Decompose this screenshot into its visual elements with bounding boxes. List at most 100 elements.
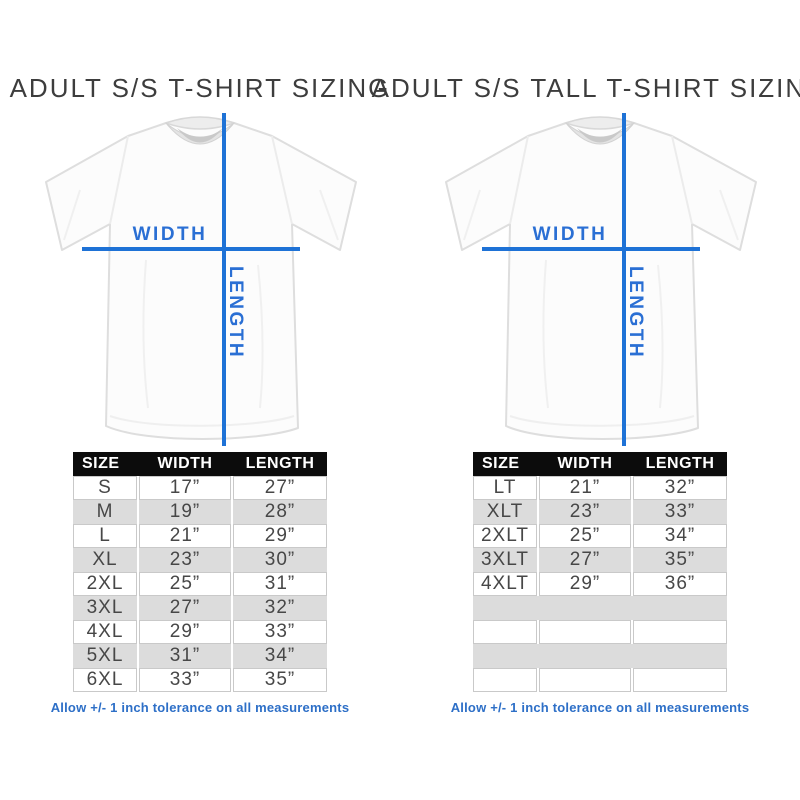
table-cell <box>473 619 537 644</box>
table-cell: 27” <box>539 547 631 572</box>
table-cell: 2XLT <box>473 523 537 548</box>
table-cell: 33” <box>233 619 327 644</box>
width-label: WIDTH <box>533 224 608 245</box>
tshirt-hem-line <box>509 414 695 427</box>
table-row: LT 21” 32” <box>473 475 727 500</box>
table-row: 3XLT 27” 35” <box>473 547 727 572</box>
tshirt-hem-line <box>109 414 295 427</box>
tshirt-body <box>45 116 357 440</box>
tshirt-seams <box>509 135 693 225</box>
column-header: SIZE <box>482 454 520 472</box>
table-cell: 2XL <box>73 571 137 596</box>
table-cell <box>473 667 537 692</box>
table-cell: S <box>73 475 137 500</box>
table-cell: 27” <box>139 595 231 620</box>
table-cell: 27” <box>233 475 327 500</box>
table-row: L 21” 29” <box>73 523 327 548</box>
page-title: ADULT S/S T-SHIRT SIZING <box>9 73 391 103</box>
table-row: 5XL 31” 34” <box>73 643 327 668</box>
table-row <box>473 619 727 644</box>
size-table-regular: SIZE WIDTH LENGTH S 17” 27” M 19” 28” L 21” 29” XL 23… <box>73 451 327 692</box>
table-cell: M <box>73 499 137 524</box>
table-cell: 4XLT <box>473 571 537 596</box>
table-row <box>473 643 727 668</box>
table-cell: 29” <box>139 619 231 644</box>
table-row <box>473 595 727 620</box>
table-cell <box>633 667 727 692</box>
table-row: 3XL 27” 32” <box>73 595 327 620</box>
table-cell: XLT <box>473 499 537 524</box>
table-row <box>473 667 727 692</box>
table-cell: 3XLT <box>473 547 537 572</box>
tshirt-wrinkles <box>463 189 739 409</box>
table-cell: 5XL <box>73 643 137 668</box>
table-cell: 33” <box>633 499 727 524</box>
column-header: WIDTH <box>157 454 213 472</box>
tshirt-photo-illustration: WIDTH LENGTH <box>45 112 357 446</box>
table-cell: 31” <box>139 643 231 668</box>
column-header: WIDTH <box>557 454 613 472</box>
table-row: 4XLT 29” 36” <box>473 571 727 596</box>
table-cell: 25” <box>139 571 231 596</box>
table-cell <box>539 667 631 692</box>
shirt-diagram: WIDTH LENGTH <box>12 110 388 450</box>
table-cell: 28” <box>233 499 327 524</box>
width-label: WIDTH <box>133 224 208 245</box>
panel-regular-sizing: ADULT S/S T-SHIRT SIZING WIDTH LENGTH SI… <box>0 73 400 800</box>
column-header: LENGTH <box>245 454 315 472</box>
table-cell: 36” <box>633 571 727 596</box>
tshirt-collar-shadow <box>577 127 623 143</box>
table-cell: 35” <box>233 667 327 692</box>
table-row: XLT 23” 33” <box>473 499 727 524</box>
column-header: SIZE <box>82 454 120 472</box>
table-cell: 3XL <box>73 595 137 620</box>
table-cell: 6XL <box>73 667 137 692</box>
table-row: 2XL 25” 31” <box>73 571 327 596</box>
table-row: 2XLT 25” 34” <box>473 523 727 548</box>
table-cell: 35” <box>633 547 727 572</box>
page-title: ADULT S/S TALL T-SHIRT SIZING <box>371 73 800 103</box>
size-table-tall: SIZE WIDTH LENGTH LT 21” 32” XLT 23” 33” 2XLT 25” 3… <box>473 451 727 692</box>
tshirt-photo-illustration: WIDTH LENGTH <box>445 112 757 446</box>
tolerance-note: Allow +/- 1 inch tolerance on all measur… <box>450 699 750 715</box>
table-cell: 34” <box>633 523 727 548</box>
table-cell: 23” <box>139 547 231 572</box>
table-cell: 21” <box>139 523 231 548</box>
table-row: M 19” 28” <box>73 499 327 524</box>
tshirt-body <box>445 116 757 440</box>
shirt-diagram: WIDTH LENGTH <box>412 110 788 450</box>
table-cell <box>539 619 631 644</box>
length-label: LENGTH <box>225 266 246 359</box>
table-cell: 31” <box>233 571 327 596</box>
table-cell: L <box>73 523 137 548</box>
table-cell: 29” <box>233 523 327 548</box>
tshirt-seams <box>109 135 293 225</box>
table-cell: 25” <box>539 523 631 548</box>
table-row: 4XL 29” 33” <box>73 619 327 644</box>
panel-tall-sizing: ADULT S/S TALL T-SHIRT SIZING WIDTH LENG… <box>372 73 800 800</box>
table-cell: 29” <box>539 571 631 596</box>
table-cell: 19” <box>139 499 231 524</box>
table-cell: 17” <box>139 475 231 500</box>
table-header-row: SIZE WIDTH LENGTH <box>73 451 327 476</box>
length-label: LENGTH <box>625 266 646 359</box>
table-header-row: SIZE WIDTH LENGTH <box>473 451 727 476</box>
table-cell: XL <box>73 547 137 572</box>
table-cell: 32” <box>233 595 327 620</box>
table-cell: 4XL <box>73 619 137 644</box>
column-header: LENGTH <box>645 454 715 472</box>
tolerance-note: Allow +/- 1 inch tolerance on all measur… <box>50 699 350 715</box>
table-cell: 33” <box>139 667 231 692</box>
table-cell: 21” <box>539 475 631 500</box>
table-row: XL 23” 30” <box>73 547 327 572</box>
table-cell: 34” <box>233 643 327 668</box>
table-cell <box>633 619 727 644</box>
table-cell: 30” <box>233 547 327 572</box>
tshirt-wrinkles <box>63 189 339 409</box>
table-cell: LT <box>473 475 537 500</box>
table-row: S 17” 27” <box>73 475 327 500</box>
table-row: 6XL 33” 35” <box>73 667 327 692</box>
table-cell: 23” <box>539 499 631 524</box>
tshirt-collar-shadow <box>177 127 223 143</box>
